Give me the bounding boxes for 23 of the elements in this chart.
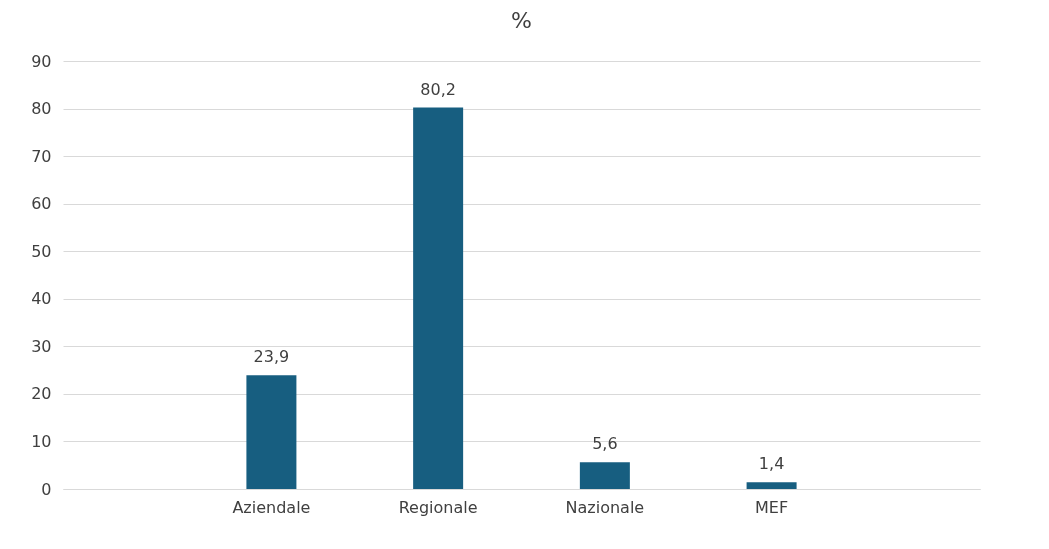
- data-label: 80,2: [420, 79, 456, 99]
- y-tick-label: 80: [31, 99, 52, 119]
- y-tick-label: 50: [31, 241, 52, 261]
- y-tick-label: 70: [31, 146, 52, 166]
- y-tick-label: 10: [31, 431, 52, 451]
- y-tick-label: 20: [31, 384, 52, 404]
- x-tick-label: Nazionale: [565, 497, 645, 517]
- bar: [246, 375, 297, 489]
- x-tick-label: Regionale: [398, 497, 478, 517]
- bar: [746, 482, 797, 489]
- chart-title: %: [511, 8, 532, 33]
- data-label: 5,6: [592, 434, 618, 454]
- x-tick-label: MEF: [755, 497, 789, 517]
- y-tick-label: 90: [31, 51, 52, 71]
- x-tick-label: Aziendale: [232, 497, 311, 517]
- y-tick-label: 60: [31, 194, 52, 214]
- bar: [579, 462, 630, 489]
- data-label: 23,9: [253, 347, 290, 367]
- data-label: 1,4: [758, 454, 785, 474]
- y-tick-label: 40: [31, 289, 52, 309]
- y-tick-label: 30: [31, 336, 52, 356]
- y-tick-label: 0: [41, 479, 52, 499]
- bar: [413, 107, 464, 489]
